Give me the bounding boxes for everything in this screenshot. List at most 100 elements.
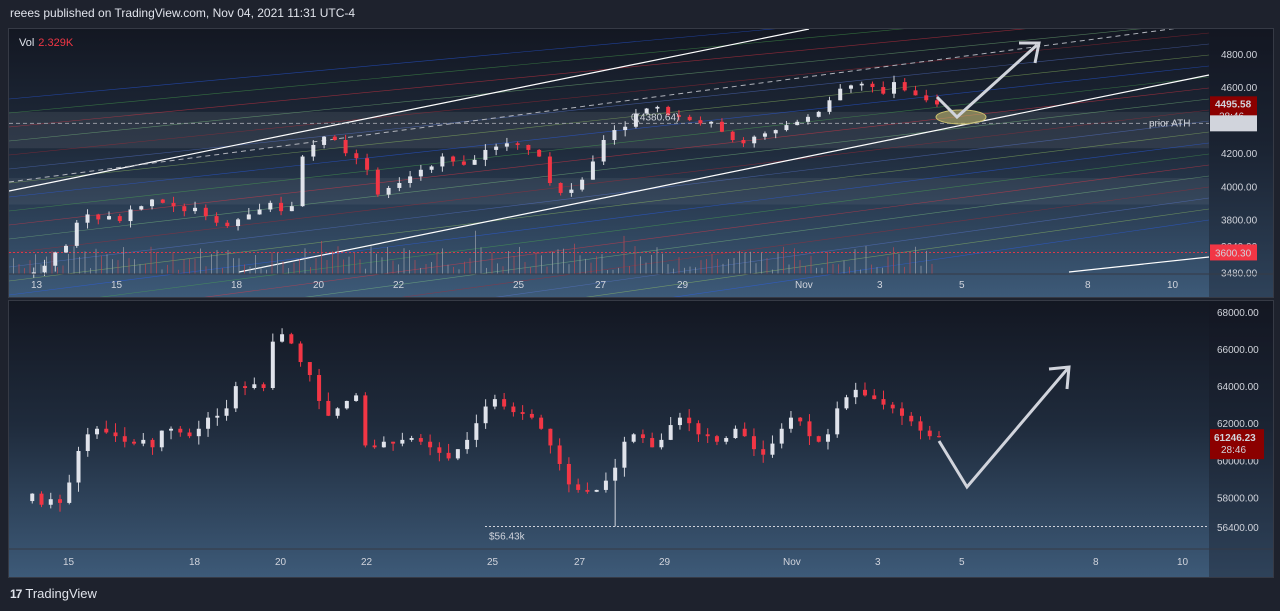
current-price-label: 61246.23 [1214, 433, 1256, 444]
candle-body [76, 451, 81, 483]
volume-bar [134, 259, 135, 274]
candle-body [870, 83, 875, 88]
fib-fan-line [9, 98, 1210, 240]
candle-body [909, 415, 914, 422]
candle-body [557, 445, 562, 464]
volume-bar [167, 264, 168, 274]
date-tick: 25 [513, 280, 525, 291]
volume-bar [475, 230, 476, 274]
volume-legend: Vol 2.329K [19, 37, 73, 49]
candle-body [779, 428, 784, 444]
volume-bar [172, 252, 174, 274]
candle-body [788, 417, 793, 429]
volume-bar [871, 264, 872, 274]
volume-bar [447, 264, 449, 274]
candle-body [397, 183, 402, 188]
candle-body [891, 82, 896, 94]
candle-body [171, 202, 176, 207]
candle-body [520, 412, 525, 414]
volume-bar [508, 251, 509, 274]
candle-body [650, 438, 655, 448]
volume-bar [260, 267, 262, 274]
volume-bar [568, 264, 570, 274]
candle-body [807, 421, 812, 437]
current-price-label: 4495.58 [1215, 99, 1252, 110]
candle-body [354, 153, 359, 159]
fib-fan-line [9, 54, 1210, 184]
date-tick: 20 [313, 280, 325, 291]
volume-bar [480, 247, 482, 274]
volume-bar [519, 246, 520, 274]
volume-bar [216, 250, 218, 274]
volume-value: 2.329K [38, 37, 74, 49]
candle-body [418, 169, 423, 177]
volume-bar [442, 248, 443, 274]
volume-bar [293, 262, 295, 274]
volume-bar [524, 261, 526, 274]
eth-chart-panel[interactable]: 0(4380.64)prior ATH4800.004600.004400.00… [8, 28, 1274, 298]
candle-body [633, 113, 638, 127]
volume-bar [552, 251, 553, 274]
volume-bar [695, 267, 696, 274]
eth-chart-canvas[interactable]: 0(4380.64)prior ATH4800.004600.004400.00… [9, 29, 1273, 297]
candle-body [668, 425, 673, 440]
price-tick: 60000.00 [1217, 456, 1259, 467]
date-tick: 8 [1093, 557, 1099, 568]
volume-bar [838, 264, 839, 274]
volume-bar [827, 251, 828, 274]
candle-body [169, 428, 174, 431]
volume-bar [139, 264, 141, 274]
volume-bar [629, 265, 630, 274]
volume-bar [255, 255, 256, 274]
candle-body [580, 179, 585, 190]
volume-bar [634, 246, 636, 274]
current-price-badge [1210, 429, 1264, 460]
tradingview-logo-icon: 17 [10, 586, 22, 601]
support-zone [9, 178, 1209, 205]
candle-body [246, 214, 251, 220]
btc-chart-panel[interactable]: $56.43k 68000.00 66000.00 64000.00 62000.00 6… [8, 300, 1274, 578]
candle-body [160, 199, 165, 203]
date-tick: 3 [877, 280, 883, 291]
prior-ath-label: prior ATH [1149, 118, 1191, 129]
candle-body [31, 272, 36, 274]
volume-bar [497, 263, 498, 274]
volume-bar [794, 248, 795, 274]
channel-mid-line [9, 29, 1175, 183]
fib-fan-line [99, 153, 1210, 297]
candle-body [848, 85, 853, 89]
date-tick: 22 [393, 280, 405, 291]
volume-bar [354, 251, 355, 274]
candle-body [214, 216, 219, 223]
volume-bar [563, 248, 564, 274]
candle-body [30, 493, 35, 502]
price-tick: 4000.00 [1221, 182, 1258, 193]
price-tick: 58000.00 [1217, 493, 1259, 504]
candle-body [233, 386, 238, 409]
candle-body [429, 166, 434, 170]
date-tick: 15 [63, 557, 75, 568]
volume-bar [183, 259, 185, 274]
tradingview-footer[interactable]: 17 TradingView [10, 586, 97, 601]
candle-body [343, 139, 348, 154]
volume-bar [772, 269, 773, 274]
candle-body [64, 245, 69, 253]
volume-bar [849, 266, 850, 274]
volume-bar [271, 252, 273, 274]
candle-body [515, 143, 520, 145]
btc-chart-canvas[interactable]: $56.43k 68000.00 66000.00 64000.00 62000.00 6… [9, 301, 1273, 577]
candle-body [236, 219, 241, 227]
candle-body [537, 149, 542, 157]
volume-bar [112, 259, 113, 274]
volume-bar [860, 269, 861, 274]
candle-body [705, 434, 710, 437]
candle-body [117, 216, 122, 222]
candle-body [733, 428, 738, 439]
candle-body [224, 408, 229, 416]
volume-bar [645, 262, 647, 274]
candle-body [408, 176, 413, 184]
volume-bar [546, 266, 548, 274]
volume-bar [722, 263, 724, 274]
volume-bar [156, 252, 157, 274]
candle-body [363, 395, 368, 446]
